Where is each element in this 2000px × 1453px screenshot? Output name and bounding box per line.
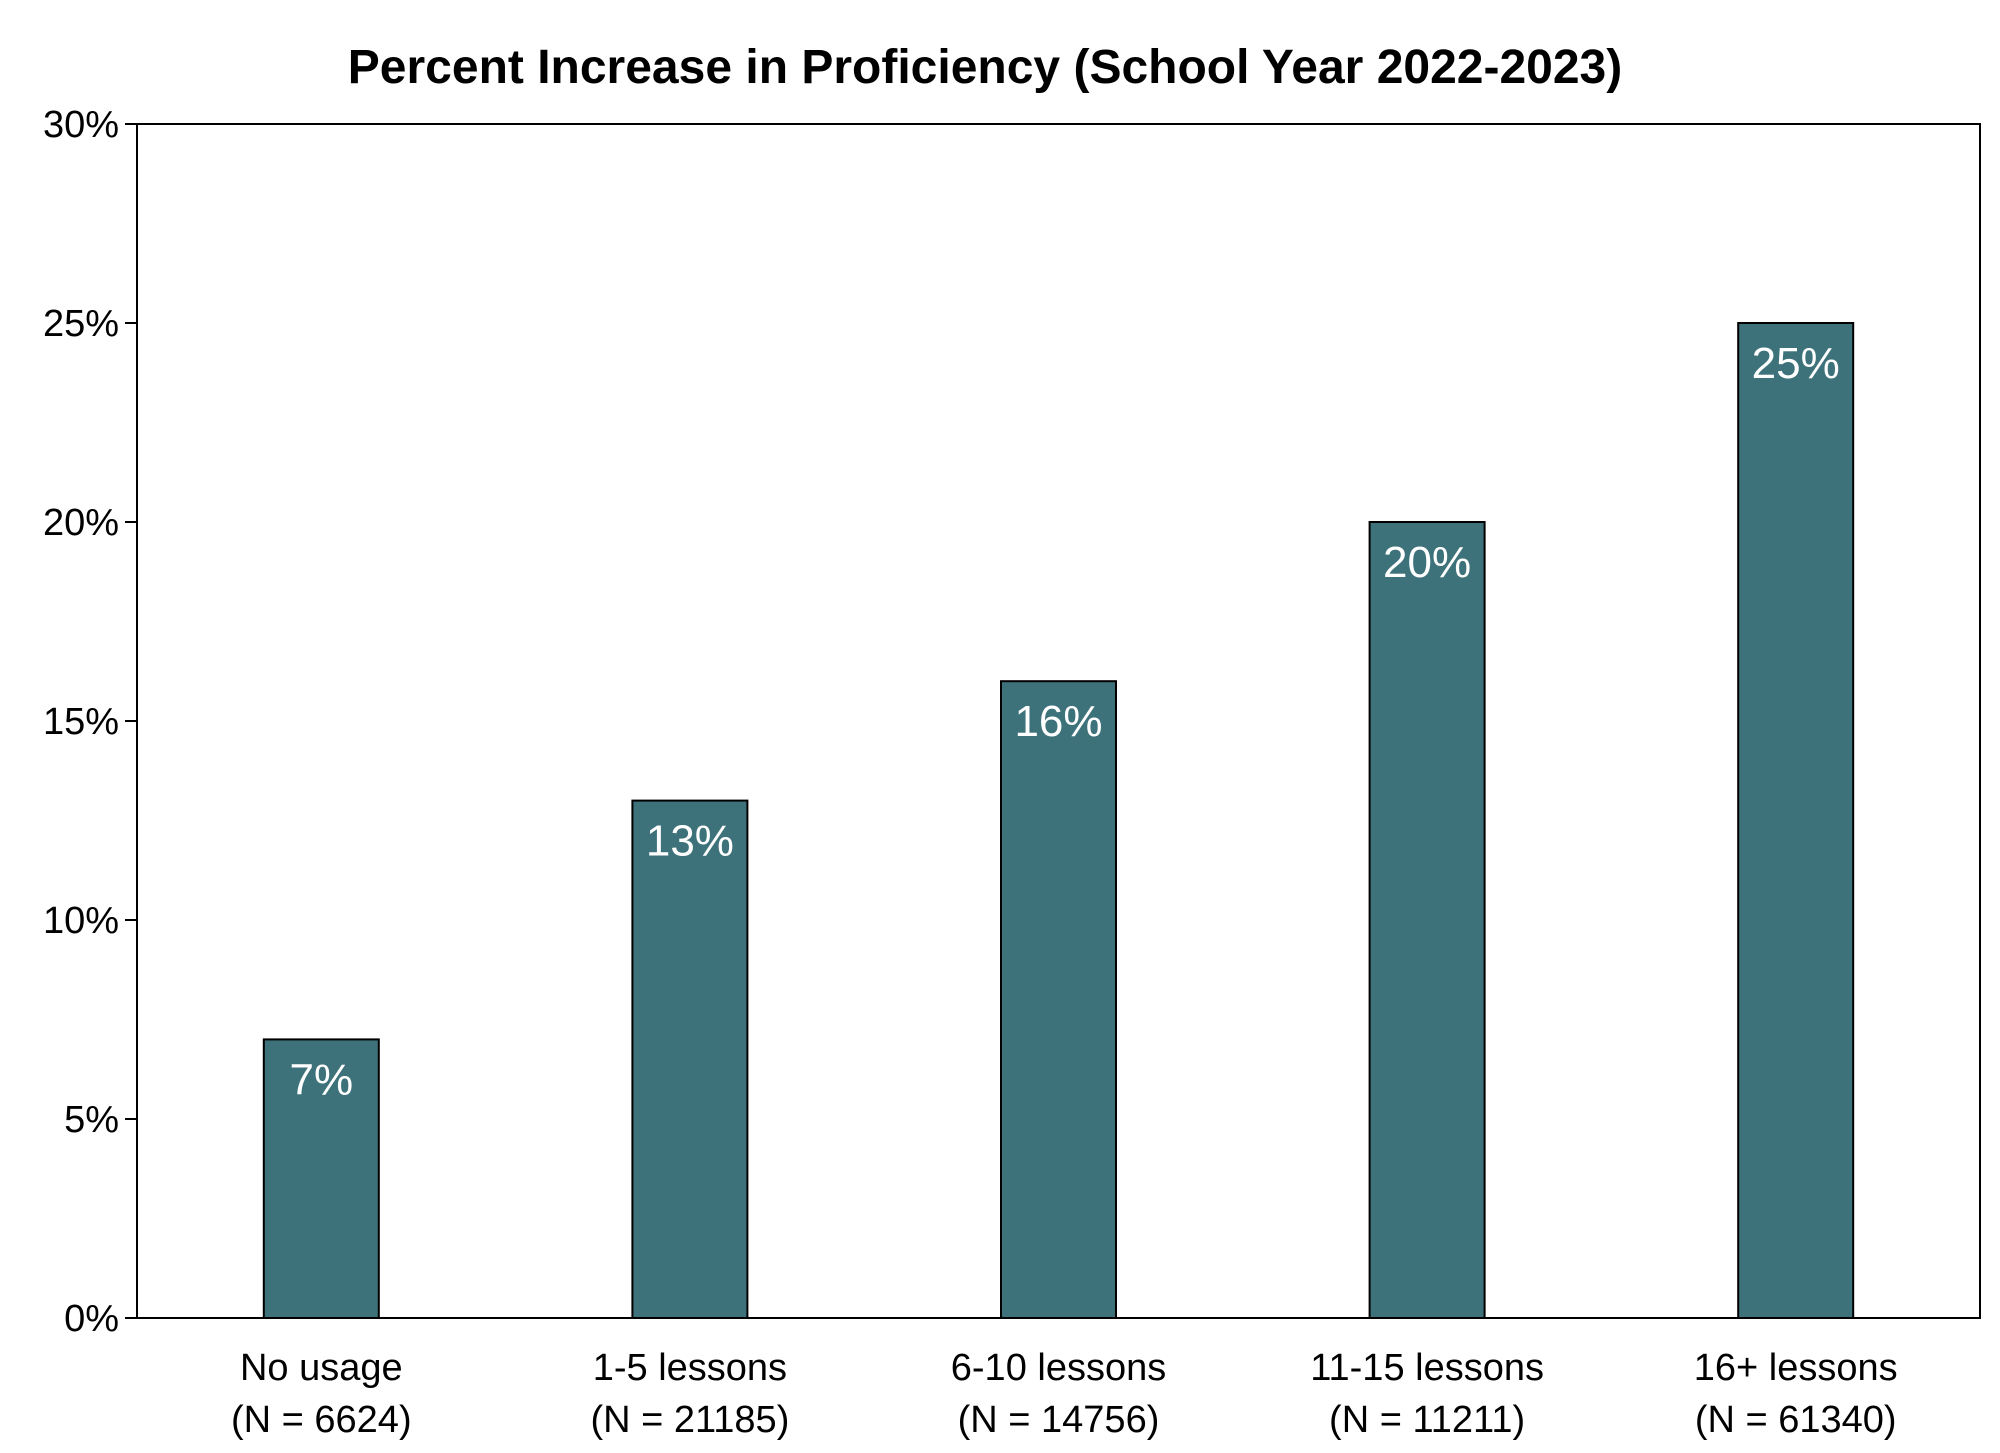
bar-value-label: 20% xyxy=(1383,538,1471,587)
plot-frame xyxy=(136,123,1981,1319)
bars: 7% 13% 16% 20% 25% xyxy=(262,322,1855,1320)
x-tick-label: 11-15 lessons xyxy=(1310,1347,1544,1389)
chart-title: Percent Increase in Proficiency (School … xyxy=(348,41,1622,94)
x-tick-label: (N = 14756) xyxy=(958,1399,1160,1441)
y-tick-label: 5% xyxy=(64,1099,119,1141)
x-tick-label: (N = 11211) xyxy=(1329,1399,1525,1441)
x-tick-label: (N = 6624) xyxy=(231,1399,412,1441)
bar-value-label: 13% xyxy=(646,817,734,866)
x-tick-label: 16+ lessons xyxy=(1694,1347,1898,1389)
bar-value-label: 16% xyxy=(1014,697,1102,746)
y-tick-label: 0% xyxy=(64,1298,119,1340)
y-axis: 0% 5% 10% 15% 20% 25% 30% xyxy=(43,104,137,1340)
x-axis: No usage (N = 6624) 1-5 lessons (N = 21185)… xyxy=(231,1347,1898,1441)
bar xyxy=(631,799,749,1319)
bar xyxy=(1737,322,1855,1319)
y-tick-label: 25% xyxy=(43,303,119,345)
x-tick-label: (N = 21185) xyxy=(590,1399,789,1441)
y-tick-label: 20% xyxy=(43,502,119,544)
x-tick-label: (N = 61340) xyxy=(1695,1399,1897,1441)
x-tick-label: 1-5 lessons xyxy=(593,1347,787,1389)
bar-value-label: 25% xyxy=(1752,339,1840,388)
y-tick-label: 10% xyxy=(43,900,119,942)
x-tick-label: No usage xyxy=(240,1347,403,1389)
bar-value-label: 7% xyxy=(290,1055,354,1104)
bar xyxy=(1368,521,1486,1319)
y-tick-label: 15% xyxy=(43,701,119,743)
y-tick-label: 30% xyxy=(43,104,119,146)
bar xyxy=(1000,680,1117,1319)
x-tick-label: 6-10 lessons xyxy=(951,1347,1166,1389)
